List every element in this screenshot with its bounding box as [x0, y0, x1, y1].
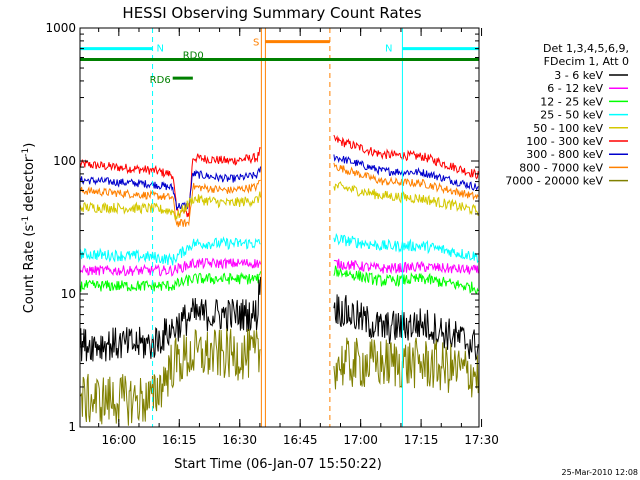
series-100-300-kev [79, 134, 479, 218]
series-50-100-kev [79, 181, 479, 221]
y-axis-label-sup2: -1 [21, 148, 31, 157]
series-3-6-kev [79, 276, 479, 362]
x-tick-label-0: 16:00 [102, 433, 137, 447]
legend-label-2: 12 - 25 keV [540, 95, 603, 108]
y-tick-label-0: 1 [68, 420, 76, 434]
y-axis-label-mid: detector [22, 156, 37, 216]
legend: Det 1,3,4,5,6,9, FDecim 1, Att 0 3 - 6 k… [505, 42, 629, 188]
y-tick-label-3: 1000 [45, 21, 76, 35]
y-axis: 1 10 100 1000 [45, 21, 479, 434]
plot-frame [79, 27, 480, 428]
y-axis-label-end: ) [22, 143, 37, 148]
flag-label-2: S [253, 38, 259, 49]
y-axis-label-sup1: -1 [21, 216, 31, 225]
x-tick-label-3: 16:45 [283, 433, 318, 447]
legend-label-4: 50 - 100 keV [533, 122, 603, 135]
chart-title: HESSI Observing Summary Count Rates [122, 4, 421, 22]
legend-label-6: 300 - 800 keV [526, 148, 603, 161]
x-axis: 16:00 16:15 16:30 16:45 17:00 17:15 17:30 [98, 28, 499, 447]
series-6-12-kev [79, 257, 479, 277]
plot-area: N N S RD6 RD0 [79, 28, 480, 427]
legend-label-8: 7000 - 20000 keV [505, 175, 603, 188]
x-tick-label-1: 16:15 [162, 433, 197, 447]
flag-label-1: N [385, 44, 392, 55]
legend-label-3: 25 - 50 keV [540, 109, 603, 122]
y-tick-label-2: 100 [53, 154, 76, 168]
x-tick-label-6: 17:30 [464, 433, 499, 447]
legend-header-1: Det 1,3,4,5,6,9, [543, 42, 629, 55]
legend-header-2: FDecim 1, Att 0 [544, 55, 629, 68]
x-tick-label-4: 17:00 [343, 433, 378, 447]
flag-label-0: N [157, 44, 164, 55]
series-300-800-kev [79, 154, 479, 210]
y-axis-label-main: Count Rate (s [22, 225, 37, 314]
flag-label-3: RD6 [150, 75, 171, 86]
x-axis-label: Start Time (06-Jan-07 15:50:22) [174, 457, 382, 472]
timestamp: 25-Mar-2010 12:08 [562, 468, 639, 477]
legend-label-7: 800 - 7000 keV [519, 161, 603, 174]
series-25-50-kev [79, 233, 479, 266]
legend-label-1: 6 - 12 keV [547, 82, 603, 95]
series-7000-20000-kev [79, 328, 479, 426]
series-800-7000-kev [79, 162, 479, 228]
x-tick-label-5: 17:15 [404, 433, 439, 447]
flag-label-4: RD0 [183, 50, 204, 61]
y-tick-label-1: 10 [61, 287, 76, 301]
legend-label-5: 100 - 300 keV [526, 135, 603, 148]
y-axis-label: Count Rate (s-1 detector-1) [21, 143, 37, 314]
legend-label-0: 3 - 6 keV [554, 69, 603, 82]
x-tick-label-2: 16:30 [222, 433, 257, 447]
series-12-25-kev [79, 265, 479, 295]
